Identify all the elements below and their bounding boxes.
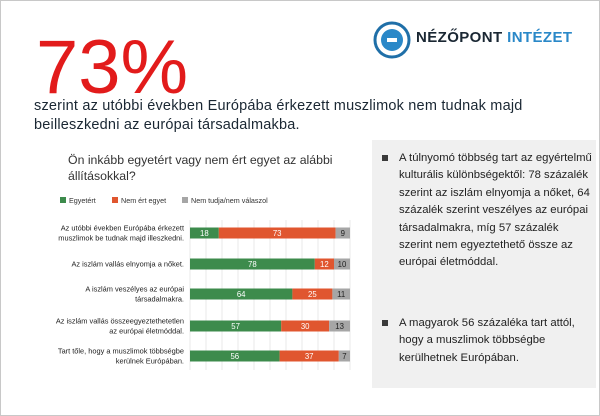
category-label-1-line-2: muszlimok be tudnak majd illeszkedni. <box>58 234 184 243</box>
bar-value-5-2: 37 <box>305 352 314 361</box>
summary-bullet-2-text: A magyarok 56 százaléka tart attól, hogy… <box>399 317 575 364</box>
bar-value-1-2: 73 <box>273 229 282 238</box>
summary-bullet-1: A túlnyomó többség tart az egyértelmű ku… <box>382 150 592 272</box>
nezopont-logo: NÉZŐPONT INTÉZET <box>372 20 586 60</box>
bar-5-2 <box>279 350 339 362</box>
category-label-2-line-1: Az iszlám vallás elnyomja a nőket. <box>71 260 184 269</box>
bar-value-2-1: 78 <box>248 260 257 269</box>
logo-word-intezet: INTÉZET <box>507 29 573 46</box>
bullet-square-icon <box>382 155 388 161</box>
logo-wordmark: NÉZŐPONT INTÉZET <box>416 29 572 46</box>
legend-swatch-1 <box>60 197 66 203</box>
chart-question: Ön inkább egyetért vagy nem ért egyet az… <box>68 153 333 183</box>
bar-value-3-1: 64 <box>237 290 246 299</box>
bar-value-4-1: 57 <box>231 322 240 331</box>
bar-value-3-3: 11 <box>337 290 345 299</box>
category-label-1-line-1: Az utóbbi években Európába érkezett <box>61 224 184 233</box>
summary-bullet-1-text: A túlnyomó többség tart az egyértelmű ku… <box>399 152 592 269</box>
bar-value-1-3: 9 <box>341 229 345 238</box>
nezopont-logo-icon <box>373 21 411 59</box>
bar-3-2 <box>292 288 333 300</box>
logo-word-nezopont: NÉZŐPONT <box>416 29 503 46</box>
bar-4-3 <box>329 320 350 332</box>
bar-4-1 <box>190 320 282 332</box>
headline-percentage: 73% <box>36 25 189 110</box>
bar-value-2-3: 10 <box>338 260 347 269</box>
stacked-bar-chart: Egyetért Nem ért egyet Nem tudja/nem válas… <box>56 196 351 370</box>
bar-value-3-2: 25 <box>308 290 317 299</box>
bar-value-2-2: 12 <box>320 260 329 269</box>
bar-1-1 <box>190 227 219 239</box>
bar-value-5-1: 56 <box>230 352 239 361</box>
bar-1-2 <box>218 227 336 239</box>
bar-3-1 <box>190 288 293 300</box>
bar-3-3 <box>332 288 350 300</box>
bar-2-1 <box>190 258 315 270</box>
category-label-3-line-2: társadalmakra. <box>135 295 184 304</box>
category-label-4-line-2: az európai életmóddal. <box>109 327 184 336</box>
bar-5-3 <box>338 350 350 362</box>
legend-label-3: Nem tudja/nem válaszol <box>191 196 268 205</box>
bar-4-2 <box>281 320 330 332</box>
category-label-5-line-2: kerülnek Európában. <box>116 357 184 366</box>
legend-label-1: Egyetért <box>69 196 96 205</box>
category-label-5-line-1: Tart tőle, hogy a muszlimok többségbe <box>58 347 184 356</box>
legend-label-2: Nem ért egyet <box>121 196 166 205</box>
bar-2-2 <box>314 258 334 270</box>
headline-text: szerint az utóbbi években Európába érkez… <box>34 98 523 133</box>
legend-swatch-2 <box>112 197 118 203</box>
bar-2-3 <box>334 258 350 270</box>
bar-value-5-3: 7 <box>342 352 346 361</box>
summary-bullet-2: A magyarok 56 százaléka tart attól, hogy… <box>382 315 592 367</box>
bar-value-4-3: 13 <box>335 322 344 331</box>
bar-value-4-2: 30 <box>301 322 310 331</box>
bullet-square-icon <box>382 320 388 326</box>
summary-panel: A túlnyomó többség tart az egyértelmű ku… <box>372 140 596 388</box>
bar-value-1-1: 18 <box>200 229 209 238</box>
category-label-3-line-1: A iszlám veszélyes az európai <box>85 285 184 294</box>
category-label-4-line-1: Az iszlám vallás összeegyeztethetetlen <box>56 317 184 326</box>
bar-1-3 <box>335 227 350 239</box>
legend-swatch-3 <box>182 197 188 203</box>
bar-5-1 <box>190 350 280 362</box>
